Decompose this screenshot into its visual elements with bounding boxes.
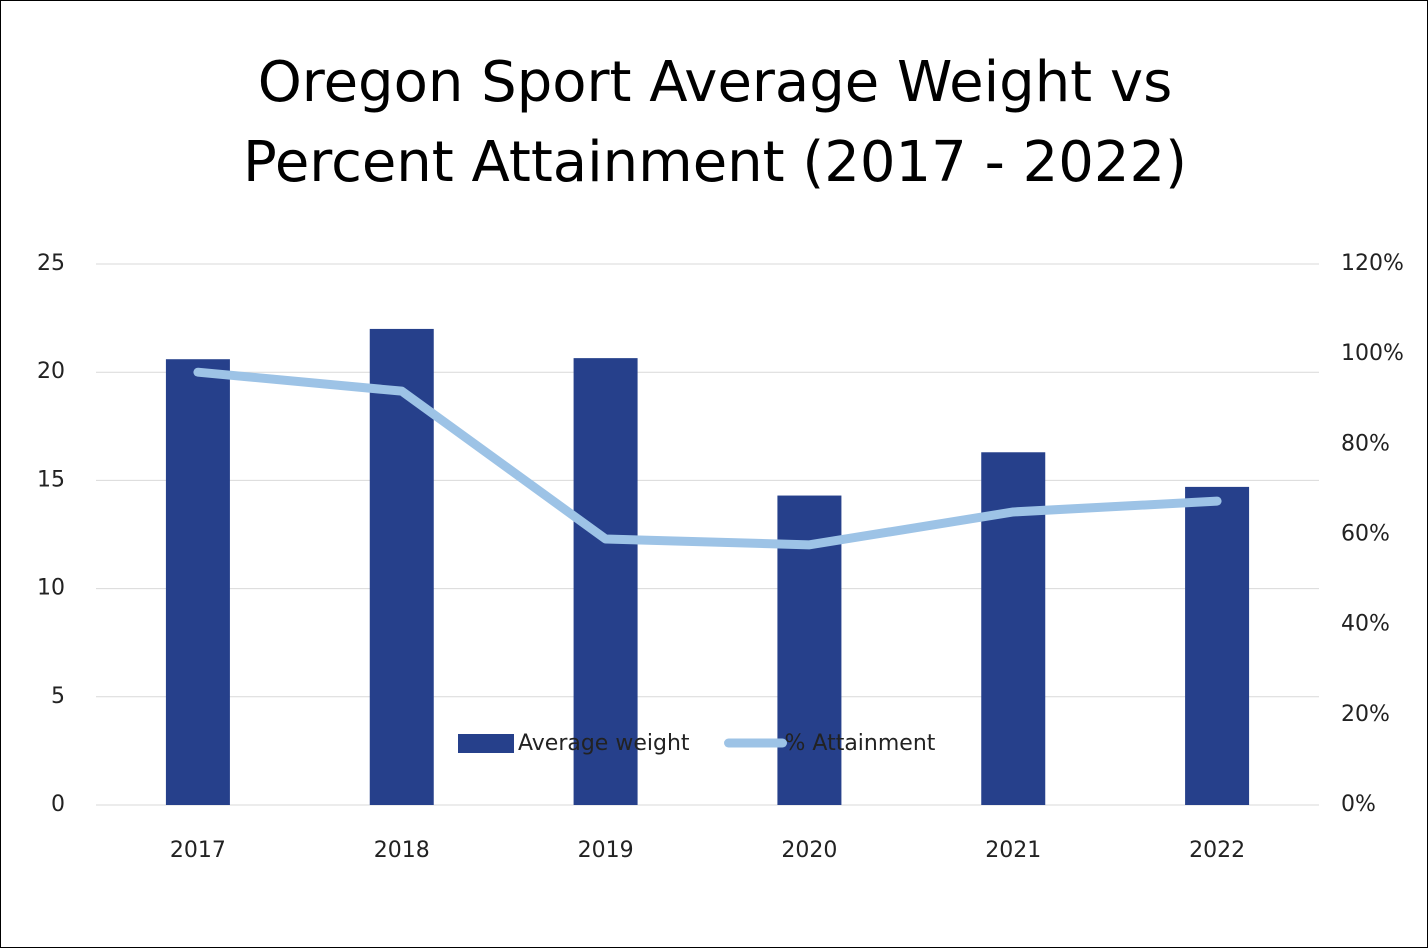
y2-tick-label: 120%: [1341, 251, 1404, 276]
line-series: [193, 367, 1222, 550]
legend-label: % Attainment: [785, 731, 936, 756]
y2-tick-label: 40%: [1341, 612, 1390, 637]
bar: [165, 359, 230, 805]
y-tick-label: 15: [37, 467, 65, 492]
bar: [981, 452, 1046, 805]
x-tick-label: 2019: [578, 838, 634, 863]
chart-title: Oregon Sport Average Weight vs Percent A…: [243, 50, 1187, 195]
legend-label: Average weight: [518, 731, 690, 756]
bar: [573, 358, 638, 805]
y2-tick-label: 80%: [1341, 431, 1390, 456]
y2-tick-label: 0%: [1341, 792, 1376, 817]
x-tick-label: 2021: [985, 838, 1041, 863]
y2-tick-label: 100%: [1341, 341, 1404, 366]
y2-tick-label: 60%: [1341, 522, 1390, 547]
y-tick-label: 10: [37, 576, 65, 601]
y-tick-label: 5: [51, 684, 65, 709]
x-tick-label: 2020: [781, 838, 837, 863]
bar: [369, 328, 434, 805]
legend-swatch: [458, 734, 514, 753]
y2-tick-label: 20%: [1341, 702, 1390, 727]
x-tick-label: 2022: [1189, 838, 1245, 863]
y-tick-label: 0: [51, 792, 65, 817]
x-tick-label: 2018: [374, 838, 430, 863]
y-tick-label: 25: [37, 251, 65, 276]
y-tick-label: 20: [37, 359, 65, 384]
x-tick-label: 2017: [170, 838, 226, 863]
bar: [1185, 486, 1250, 805]
